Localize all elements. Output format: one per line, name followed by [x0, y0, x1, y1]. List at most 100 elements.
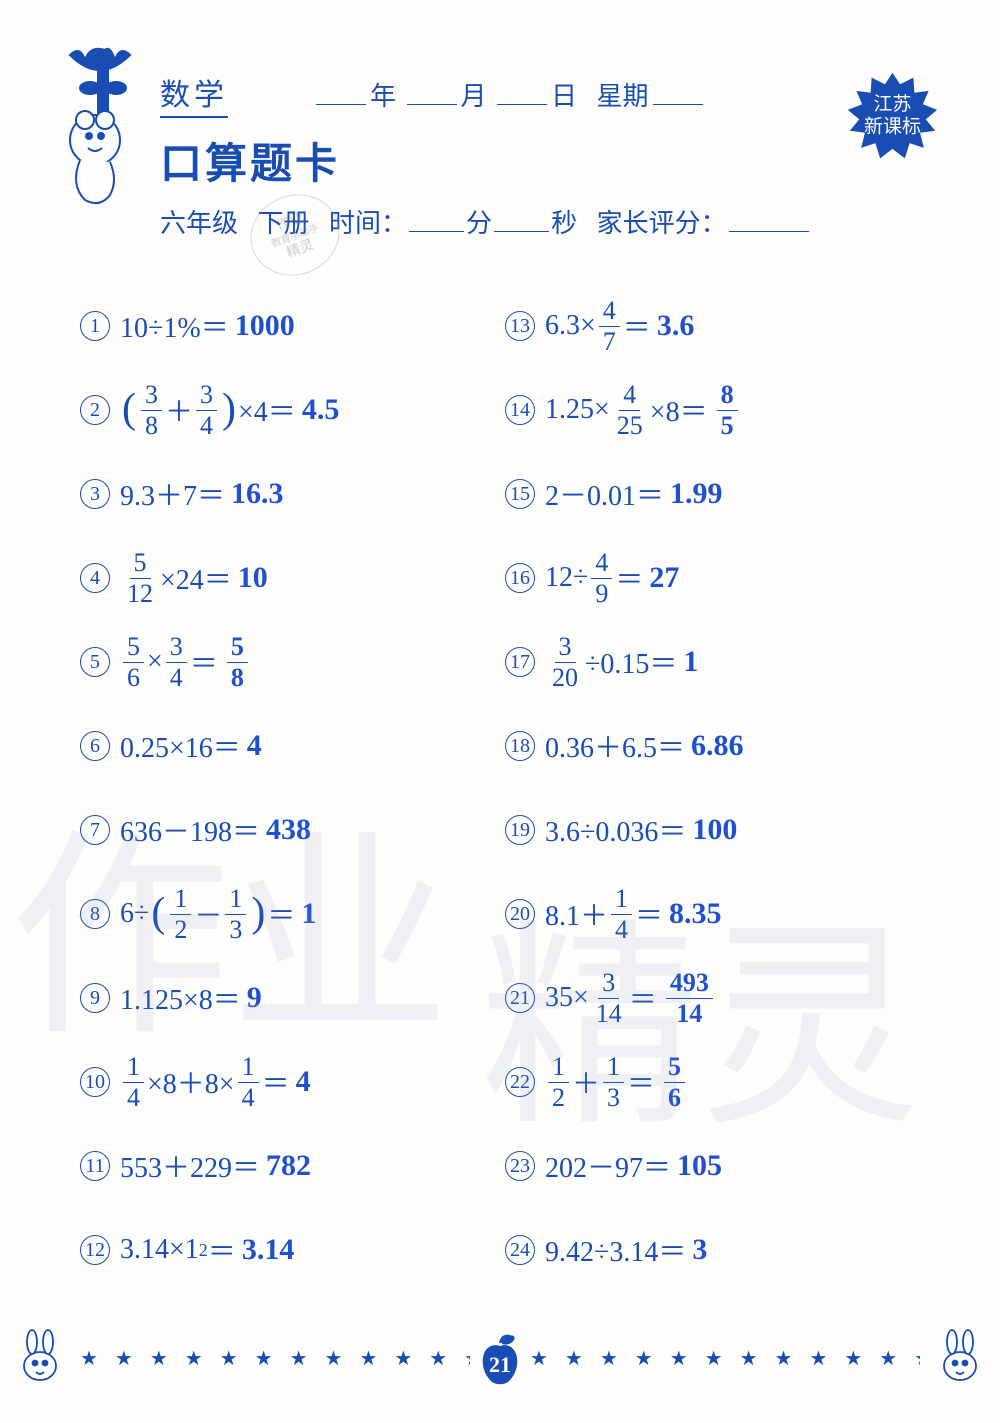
problem-row: 21 35×314＝49314 — [505, 962, 920, 1034]
problem-expression: 0.25×16＝4 — [120, 726, 262, 766]
problem-answer: 1 — [301, 897, 316, 931]
svg-text:新课标: 新课标 — [864, 116, 921, 138]
problem-answer: 105 — [677, 1149, 722, 1183]
problem-number: 5 — [80, 647, 110, 677]
problem-expression: 0.36＋6.5＝6.86 — [545, 726, 744, 766]
problem-expression: 636－198＝438 — [120, 810, 311, 850]
problem-number: 14 — [505, 395, 535, 425]
problem-answer: 1 — [683, 645, 698, 679]
problem-expression: (38＋34)×4＝4.5 — [120, 382, 339, 439]
problem-number: 15 — [505, 479, 535, 509]
problem-number: 20 — [505, 899, 535, 929]
problem-expression: 2－0.01＝1.99 — [545, 474, 723, 514]
problem-answer: 3 — [692, 1233, 707, 1267]
problem-number: 8 — [80, 899, 110, 929]
problem-number: 12 — [80, 1235, 110, 1265]
problem-number: 7 — [80, 815, 110, 845]
date-fields: 年 月 日 星期 — [312, 74, 707, 113]
problem-row: 22 12＋13＝56 — [505, 1046, 920, 1118]
problem-answer: 100 — [692, 813, 737, 847]
problem-expression: 56×34＝58 — [120, 634, 251, 691]
problem-number: 11 — [80, 1151, 110, 1181]
problem-number: 24 — [505, 1235, 535, 1265]
problem-number: 22 — [505, 1067, 535, 1097]
problem-row: 3 9.3＋7＝16.3 — [80, 458, 495, 530]
problem-row: 7 636－198＝438 — [80, 794, 495, 866]
problem-number: 9 — [80, 983, 110, 1013]
problem-answer: 438 — [266, 813, 311, 847]
problem-number: 19 — [505, 815, 535, 845]
problem-number: 23 — [505, 1151, 535, 1181]
problem-expression: 10÷1%＝1000 — [120, 306, 295, 346]
problem-number: 4 — [80, 563, 110, 593]
problem-answer: 4 — [247, 729, 262, 763]
problem-number: 10 — [80, 1067, 110, 1097]
problem-number: 3 — [80, 479, 110, 509]
problem-row: 91.125×8＝9 — [80, 962, 495, 1034]
problem-answer: 1000 — [235, 309, 295, 343]
problem-expression: 9.3＋7＝16.3 — [120, 474, 284, 514]
problem-number: 21 — [505, 983, 535, 1013]
problem-row: 4512×24＝10 — [80, 542, 495, 614]
problem-answer: 8.35 — [669, 897, 722, 931]
problem-expression: 14×8＋8×14＝4 — [120, 1054, 311, 1111]
problem-row: 17320÷0.15＝1 — [505, 626, 920, 698]
bunny-right-icon — [930, 1328, 990, 1388]
problem-expression: 35×314＝49314 — [545, 970, 716, 1027]
worksheet-header: 数学 年 月 日 星期 江苏 新课标 口算题卡 六年级 下册 时间：分秒 家长评… — [60, 40, 940, 240]
problem-answer: 9 — [247, 981, 262, 1015]
problems-column-left: 110÷1%＝10002(38＋34)×4＝4.539.3＋7＝16.34512… — [80, 290, 495, 1298]
problem-answer: 10 — [238, 561, 268, 595]
problem-expression: 3.14×12＝3.14 — [120, 1230, 294, 1270]
problem-expression: 6.3×47＝3.6 — [545, 298, 694, 355]
problem-row: 5 56×34＝58 — [80, 626, 495, 698]
problem-answer: 782 — [266, 1149, 311, 1183]
problem-row: 10 14×8＋8×14＝4 — [80, 1046, 495, 1118]
problems-container: 110÷1%＝10002(38＋34)×4＝4.539.3＋7＝16.34512… — [60, 290, 940, 1298]
grade-label: 六年级 — [160, 209, 238, 238]
problem-answer: 56 — [661, 1054, 688, 1111]
problem-number: 2 — [80, 395, 110, 425]
problem-expression: 9.42÷3.14＝3 — [545, 1230, 707, 1270]
svg-text:江苏: 江苏 — [873, 93, 911, 115]
problem-expression: 1.125×8＝9 — [120, 978, 262, 1018]
problem-row: 8 6÷(12－13)＝1 — [80, 878, 495, 950]
problem-expression: 3.6÷0.036＝100 — [545, 810, 737, 850]
problem-answer: 3.6 — [657, 309, 695, 343]
score-label: 家长评分： — [597, 209, 727, 238]
problem-expression: 12＋13＝56 — [545, 1054, 688, 1111]
problem-answer: 6.86 — [691, 729, 744, 763]
problem-row: 15 2－0.01＝1.99 — [505, 458, 920, 530]
mascot-icon — [50, 40, 160, 210]
problem-answer: 49314 — [663, 970, 716, 1027]
page-number-apple-icon: 21 — [470, 1328, 530, 1388]
problem-row: 18 0.36＋6.5＝6.86 — [505, 710, 920, 782]
problem-row: 24 9.42÷3.14＝3 — [505, 1214, 920, 1286]
problem-row: 11 553＋229＝782 — [80, 1130, 495, 1202]
problem-expression: 553＋229＝782 — [120, 1146, 311, 1186]
problem-number: 16 — [505, 563, 535, 593]
problem-row: 2 (38＋34)×4＝4.5 — [80, 374, 495, 446]
problem-answer: 4.5 — [302, 393, 340, 427]
problem-expression: 6÷(12－13)＝1 — [120, 886, 316, 943]
problem-number: 18 — [505, 731, 535, 761]
problem-row: 12 3.14×12＝3.14 — [80, 1214, 495, 1286]
problem-row: 23 202－97＝105 — [505, 1130, 920, 1202]
edition-badge-icon: 江苏 新课标 — [845, 70, 940, 165]
problem-row: 136.3×47＝3.6 — [505, 290, 920, 362]
problem-answer: 3.14 — [242, 1233, 295, 1267]
bunny-left-icon — [10, 1328, 70, 1388]
page-footer: ★ ★ ★ ★ ★ ★ ★ ★ ★ ★ ★ ★ ★ ★ ★ ★ 21 ★ ★ ★… — [0, 1328, 1000, 1388]
problem-answer: 27 — [649, 561, 679, 595]
stars-left: ★ ★ ★ ★ ★ ★ ★ ★ ★ ★ ★ ★ ★ ★ ★ ★ — [80, 1346, 470, 1371]
problems-column-right: 136.3×47＝3.6141.25×425×8＝85152－0.01＝1.99… — [495, 290, 920, 1298]
problem-row: 1612÷49＝27 — [505, 542, 920, 614]
page-number: 21 — [489, 1352, 511, 1378]
problem-row: 208.1＋14＝8.35 — [505, 878, 920, 950]
problem-number: 1 — [80, 311, 110, 341]
subject-label: 数学 — [160, 70, 228, 118]
problem-expression: 202－97＝105 — [545, 1146, 722, 1186]
problem-number: 6 — [80, 731, 110, 761]
problem-answer: 58 — [224, 634, 251, 691]
problem-answer: 1.99 — [670, 477, 723, 511]
